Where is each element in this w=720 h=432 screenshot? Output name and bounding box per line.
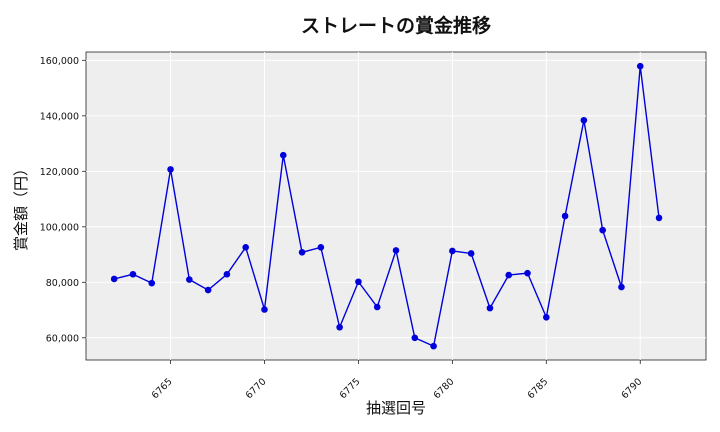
data-point — [655, 214, 663, 222]
x-tick-label: 6775 — [338, 376, 363, 401]
data-point — [204, 286, 212, 294]
y-tick-label: 60,000 — [46, 333, 79, 344]
x-tick-label: 6785 — [526, 376, 551, 401]
chart-title: ストレートの賞金推移 — [301, 14, 491, 37]
data-point — [467, 250, 475, 257]
data-point — [129, 270, 137, 278]
data-point — [110, 275, 118, 283]
x-tick-label: 6765 — [150, 376, 175, 401]
y-tick-label: 80,000 — [46, 278, 79, 289]
y-axis-label: 賞金額（円） — [12, 161, 30, 251]
y-tick-label: 140,000 — [40, 111, 79, 122]
data-point — [505, 271, 513, 279]
data-point — [298, 249, 306, 256]
data-point — [411, 334, 419, 342]
data-point — [279, 151, 287, 159]
data-point — [223, 270, 231, 278]
data-point — [599, 226, 606, 234]
data-point — [618, 283, 625, 291]
x-tick-label: 6770 — [244, 376, 269, 401]
data-point — [336, 323, 343, 331]
x-tick-label: 6790 — [619, 376, 644, 401]
data-point — [449, 247, 456, 255]
data-point — [186, 276, 193, 283]
y-axis-ticks: 60,000 80,000 100,000 120,000 140,000 160,000 — [40, 56, 86, 344]
plot-area — [85, 51, 707, 361]
x-axis-ticks: 6765 6770 6775 6780 6785 6790 — [150, 360, 644, 401]
data-point — [355, 278, 362, 286]
data-point — [148, 279, 156, 287]
data-point — [242, 244, 249, 251]
data-point — [561, 212, 569, 220]
y-tick-label: 160,000 — [40, 56, 79, 67]
x-axis-label: 抽選回号 — [366, 399, 426, 417]
data-point — [524, 269, 531, 277]
data-point — [543, 313, 550, 321]
data-point — [430, 342, 437, 350]
data-point — [261, 306, 268, 313]
series-layer — [110, 62, 663, 350]
data-point — [392, 247, 400, 254]
data-point — [636, 62, 644, 70]
data-point — [317, 244, 325, 251]
data-point — [486, 304, 494, 312]
y-tick-label: 100,000 — [40, 222, 79, 233]
data-point — [373, 303, 381, 311]
data-point — [167, 166, 174, 173]
series-line — [114, 66, 660, 348]
data-point — [580, 116, 588, 124]
x-tick-label: 6780 — [432, 376, 457, 401]
y-tick-label: 120,000 — [40, 167, 79, 178]
